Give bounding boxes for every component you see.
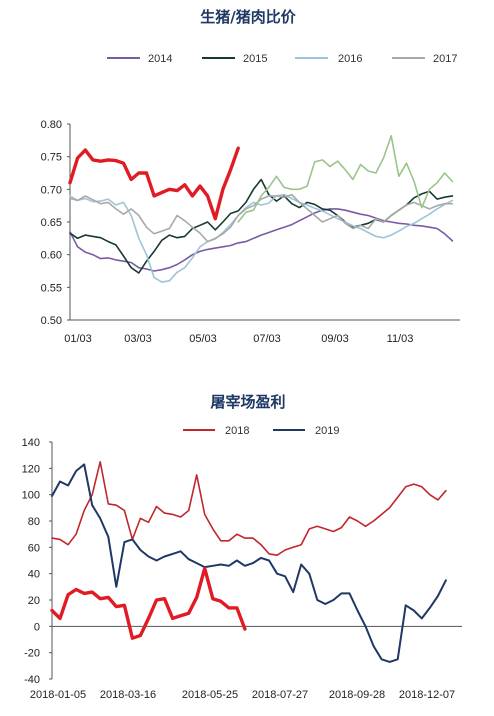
y-tick-label: -20 xyxy=(24,648,40,660)
slaughterhouse-profit-chart: 屠宰场盈利 2018 2019 140 120 100 80 60 40 20 0 -20 -40 2… xyxy=(22,393,462,701)
series-line-2017 xyxy=(69,193,454,243)
series-line-2015 xyxy=(69,178,454,274)
y-tick-label: 60 xyxy=(28,542,40,554)
x-tick-label: 11/03 xyxy=(387,333,414,345)
x-tick-label: 2018-05-25 xyxy=(182,689,238,701)
x-tick-label: 2018-03-16 xyxy=(100,689,156,701)
legend-label-2018: 2018 xyxy=(225,425,249,437)
price-ratio-chart: 生猪/猪肉比价 2014 2015 2016 2017 0.80 0.75 0.70 0.6… xyxy=(41,8,460,345)
y-tick-label: 0.80 xyxy=(41,119,62,131)
series-lines-price-ratio xyxy=(68,135,454,283)
y-tick-label: 40 xyxy=(28,569,40,581)
series-line-unlabeled-4 xyxy=(237,135,454,223)
legend-label-2019: 2019 xyxy=(315,425,339,437)
chart-title-price-ratio: 生猪/猪肉比价 xyxy=(200,8,296,26)
series-lines-slaughterhouse-profit xyxy=(50,461,447,663)
y-tick-label: 0 xyxy=(34,621,40,633)
x-tick-label: 2018-07-27 xyxy=(252,689,308,701)
legend-label-2017: 2017 xyxy=(433,53,457,65)
y-tick-label: -40 xyxy=(24,674,40,686)
legend-price-ratio: 2014 2015 2016 2017 xyxy=(107,53,457,65)
x-tick-label: 09/03 xyxy=(321,333,349,345)
x-tick-label: 03/03 xyxy=(124,333,152,345)
x-tick-label: 2018-01-05 xyxy=(30,689,86,701)
x-tick-label: 2018-09-28 xyxy=(329,689,385,701)
series-line-2014 xyxy=(69,208,454,272)
y-tick-label: 120 xyxy=(22,463,40,475)
y-tick-label: 0.50 xyxy=(41,315,62,327)
series-line-unlabeled-5 xyxy=(68,146,240,221)
y-tick-label: 0.60 xyxy=(41,250,62,262)
y-tick-label: 100 xyxy=(22,490,40,502)
chart-title-slaughterhouse-profit: 屠宰场盈利 xyxy=(210,393,285,411)
y-tick-label: 0.70 xyxy=(41,184,62,196)
y-tick-label: 20 xyxy=(28,595,40,607)
axes-slaughterhouse-profit: 140 120 100 80 60 40 20 0 -20 -40 2018-01-05 2018-0… xyxy=(22,437,462,701)
x-tick-label: 07/03 xyxy=(253,333,281,345)
series-line-2018 xyxy=(51,461,447,556)
y-tick-label: 140 xyxy=(22,437,40,449)
legend-label-2015: 2015 xyxy=(243,53,267,65)
series-line-unlabeled-2 xyxy=(50,566,247,640)
legend-slaughterhouse-profit: 2018 2019 xyxy=(183,425,339,437)
x-tick-label: 2018-12-07 xyxy=(399,689,455,701)
y-tick-label: 0.55 xyxy=(41,282,62,294)
series-line-2016 xyxy=(69,193,454,283)
y-tick-label: 0.65 xyxy=(41,217,62,229)
x-tick-label: 05/03 xyxy=(189,333,217,345)
series-line-2019 xyxy=(51,463,447,663)
legend-label-2016: 2016 xyxy=(338,53,362,65)
x-tick-label: 01/03 xyxy=(64,333,92,345)
y-tick-label: 80 xyxy=(28,516,40,528)
legend-label-2014: 2014 xyxy=(148,53,172,65)
y-tick-label: 0.75 xyxy=(41,152,62,164)
